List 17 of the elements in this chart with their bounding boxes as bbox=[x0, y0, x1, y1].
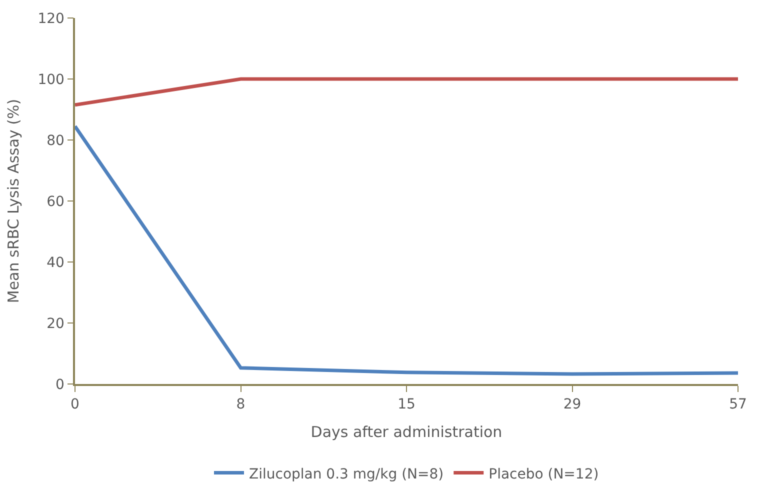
y-tick-label: 40 bbox=[46, 254, 64, 271]
x-tick-label: 0 bbox=[70, 396, 80, 413]
y-tick-label: 20 bbox=[46, 316, 64, 332]
y-tick-label: 100 bbox=[38, 72, 64, 88]
y-axis-title: Mean sRBC Lysis Assay (%) bbox=[4, 98, 22, 304]
x-tick-label: 15 bbox=[398, 396, 416, 413]
y-tick-label: 60 bbox=[46, 194, 64, 210]
y-tick-label: 80 bbox=[46, 132, 64, 149]
x-tick-label: 57 bbox=[729, 396, 747, 413]
x-tick-label: 8 bbox=[236, 396, 246, 413]
line-series bbox=[75, 124, 738, 376]
x-tick-label: 29 bbox=[563, 396, 582, 413]
y-tick-label: 120 bbox=[38, 10, 64, 27]
x-axis-title: Days after administration bbox=[310, 423, 502, 442]
legend-label: Placebo (N=12) bbox=[488, 466, 599, 482]
y-tick-label: 0 bbox=[56, 376, 64, 393]
legend-label: Zilucoplan 0.3 mg/kg (N=8) bbox=[249, 466, 444, 482]
